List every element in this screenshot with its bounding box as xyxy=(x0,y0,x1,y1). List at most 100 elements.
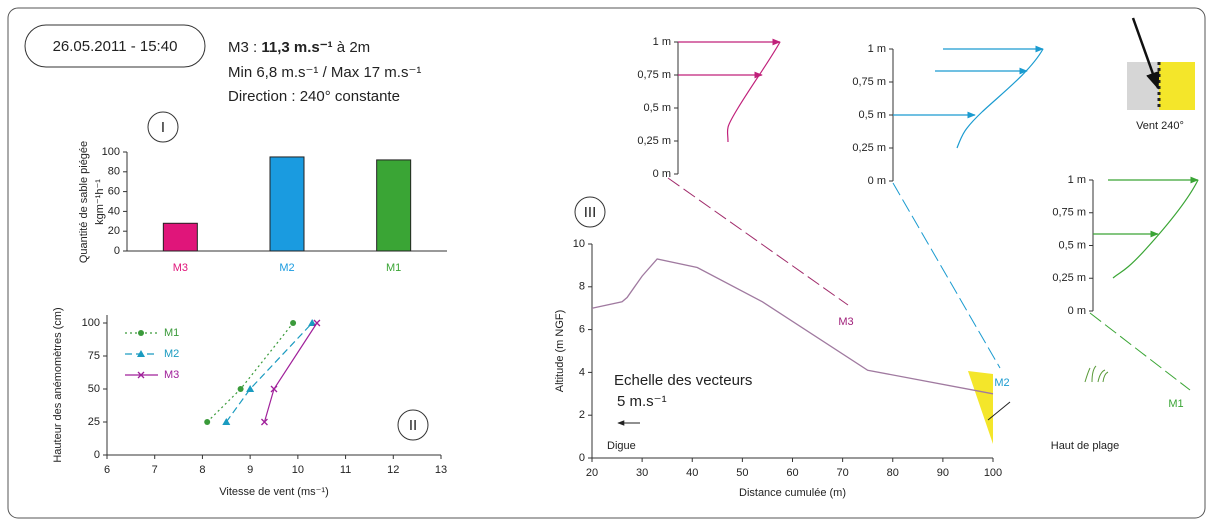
y-tick-label: 4 xyxy=(579,366,585,378)
marker xyxy=(222,418,231,425)
x-tick-label: 40 xyxy=(686,467,698,479)
annotation: M1 xyxy=(1168,398,1183,410)
y-tick-label: 0 xyxy=(579,452,585,464)
y-tick-label: 100 xyxy=(102,146,120,158)
x-tick-label: 80 xyxy=(887,467,899,479)
y-tick-label: 0,25 m xyxy=(852,142,886,154)
legend-label: M1 xyxy=(164,327,179,339)
info: M3 : 11,3 m.s⁻¹ à 2m xyxy=(228,39,370,56)
x-tick-label: 100 xyxy=(984,467,1002,479)
inset-profile xyxy=(726,41,781,143)
annotation: 5 m.s⁻¹ xyxy=(617,393,667,410)
bar xyxy=(376,159,412,252)
terrain xyxy=(591,258,994,395)
y-tick-label: 8 xyxy=(579,281,585,293)
x-tick-label: 11 xyxy=(340,464,351,476)
info-3: Direction : 240° constante xyxy=(228,88,400,105)
x-tick-label: M3 xyxy=(173,262,188,274)
marker xyxy=(246,385,255,392)
y-tick-label: 10 xyxy=(573,238,585,250)
y-label: Quantité de sable piégée xyxy=(78,141,90,263)
wind-arrow xyxy=(1131,17,1160,90)
legend-label: M2 xyxy=(164,348,179,360)
y-tick-label: 20 xyxy=(108,225,120,237)
date-box xyxy=(24,24,206,68)
x-label: Vitesse de vent (ms⁻¹) xyxy=(219,486,329,498)
y-label: Hauteur des anémomètres (cm) xyxy=(52,307,64,462)
y-tick-label: 40 xyxy=(108,205,120,217)
x-tick-label: M2 xyxy=(279,262,294,274)
series-line xyxy=(263,322,318,423)
x-tick-label: 6 xyxy=(104,464,110,476)
y-tick-label: 0,25 m xyxy=(637,135,671,147)
marker xyxy=(308,319,317,326)
y-tick-label: 0,75 m xyxy=(852,76,886,88)
y-tick-label: 2 xyxy=(579,409,585,421)
marker xyxy=(204,419,211,425)
panel-label: III xyxy=(584,204,597,221)
x-tick-label: 10 xyxy=(292,464,304,476)
bar xyxy=(269,156,305,252)
land xyxy=(1127,62,1159,110)
x-tick-label: 60 xyxy=(786,467,798,479)
link-m1 xyxy=(1089,312,1191,391)
x-tick-label: 20 xyxy=(586,467,598,479)
annotation: M2 xyxy=(994,377,1009,389)
y-tick-label: 1 m xyxy=(868,43,886,55)
x-label: Distance cumulée (m) xyxy=(739,487,846,499)
y-tick-label: 0 m xyxy=(653,168,671,180)
x-tick-label: 9 xyxy=(247,464,253,476)
datetime: 26.05.2011 - 15:40 xyxy=(53,38,178,55)
y-tick-label: 0,5 m xyxy=(858,109,886,121)
y-tick-label: 100 xyxy=(82,317,100,329)
pointer xyxy=(987,401,1011,421)
y-tick-label: 0,75 m xyxy=(637,69,671,81)
marker xyxy=(237,386,244,392)
bar xyxy=(162,222,198,252)
frame xyxy=(7,7,1206,519)
y-tick-label: 50 xyxy=(88,383,100,395)
x-tick-label: M1 xyxy=(386,262,401,274)
sea xyxy=(1159,62,1195,110)
x-tick-label: 8 xyxy=(199,464,205,476)
marker xyxy=(270,385,278,393)
panel-label: I xyxy=(161,119,165,136)
x-tick-label: 7 xyxy=(152,464,158,476)
x-tick-label: 90 xyxy=(937,467,949,479)
x-tick-label: 70 xyxy=(837,467,849,479)
annotation: Digue xyxy=(607,440,636,452)
y-label-unit: kgm⁻¹h⁻¹ xyxy=(94,179,106,225)
y-tick-label: 25 xyxy=(88,416,100,428)
info-2: Min 6,8 m.s⁻¹ / Max 17 m.s⁻¹ xyxy=(228,64,421,81)
info-b: 11,3 m.s⁻¹ xyxy=(261,39,332,56)
y-tick-label: 75 xyxy=(88,350,100,362)
inset-profile xyxy=(956,48,1044,149)
panel-label: II xyxy=(409,417,417,434)
marker xyxy=(137,371,145,379)
y-label: Altitude (m NGF) xyxy=(554,310,566,393)
y-tick-label: 0 m xyxy=(868,175,886,187)
grass xyxy=(1084,365,1109,383)
x-tick-label: 13 xyxy=(435,464,447,476)
link-m3 xyxy=(667,177,849,306)
series-line xyxy=(206,322,294,423)
x-tick-label: 30 xyxy=(636,467,648,479)
y-tick-label: 0,5 m xyxy=(1058,239,1086,251)
marker xyxy=(290,320,297,326)
y-tick-label: 60 xyxy=(108,186,120,198)
series-line xyxy=(225,322,313,423)
panel-badge xyxy=(147,111,179,143)
inset-profile xyxy=(1112,179,1199,279)
panel-badge xyxy=(574,196,606,228)
annotation: Haut de plage xyxy=(1051,440,1120,452)
y-tick-label: 1 m xyxy=(1068,174,1086,186)
y-tick-label: 80 xyxy=(108,166,120,178)
beach xyxy=(968,371,993,444)
marker xyxy=(138,330,144,336)
wind-icon xyxy=(1127,17,1195,110)
x-tick-label: 50 xyxy=(736,467,748,479)
y-tick-label: 6 xyxy=(579,324,585,336)
x-tick-label: 12 xyxy=(387,464,399,476)
